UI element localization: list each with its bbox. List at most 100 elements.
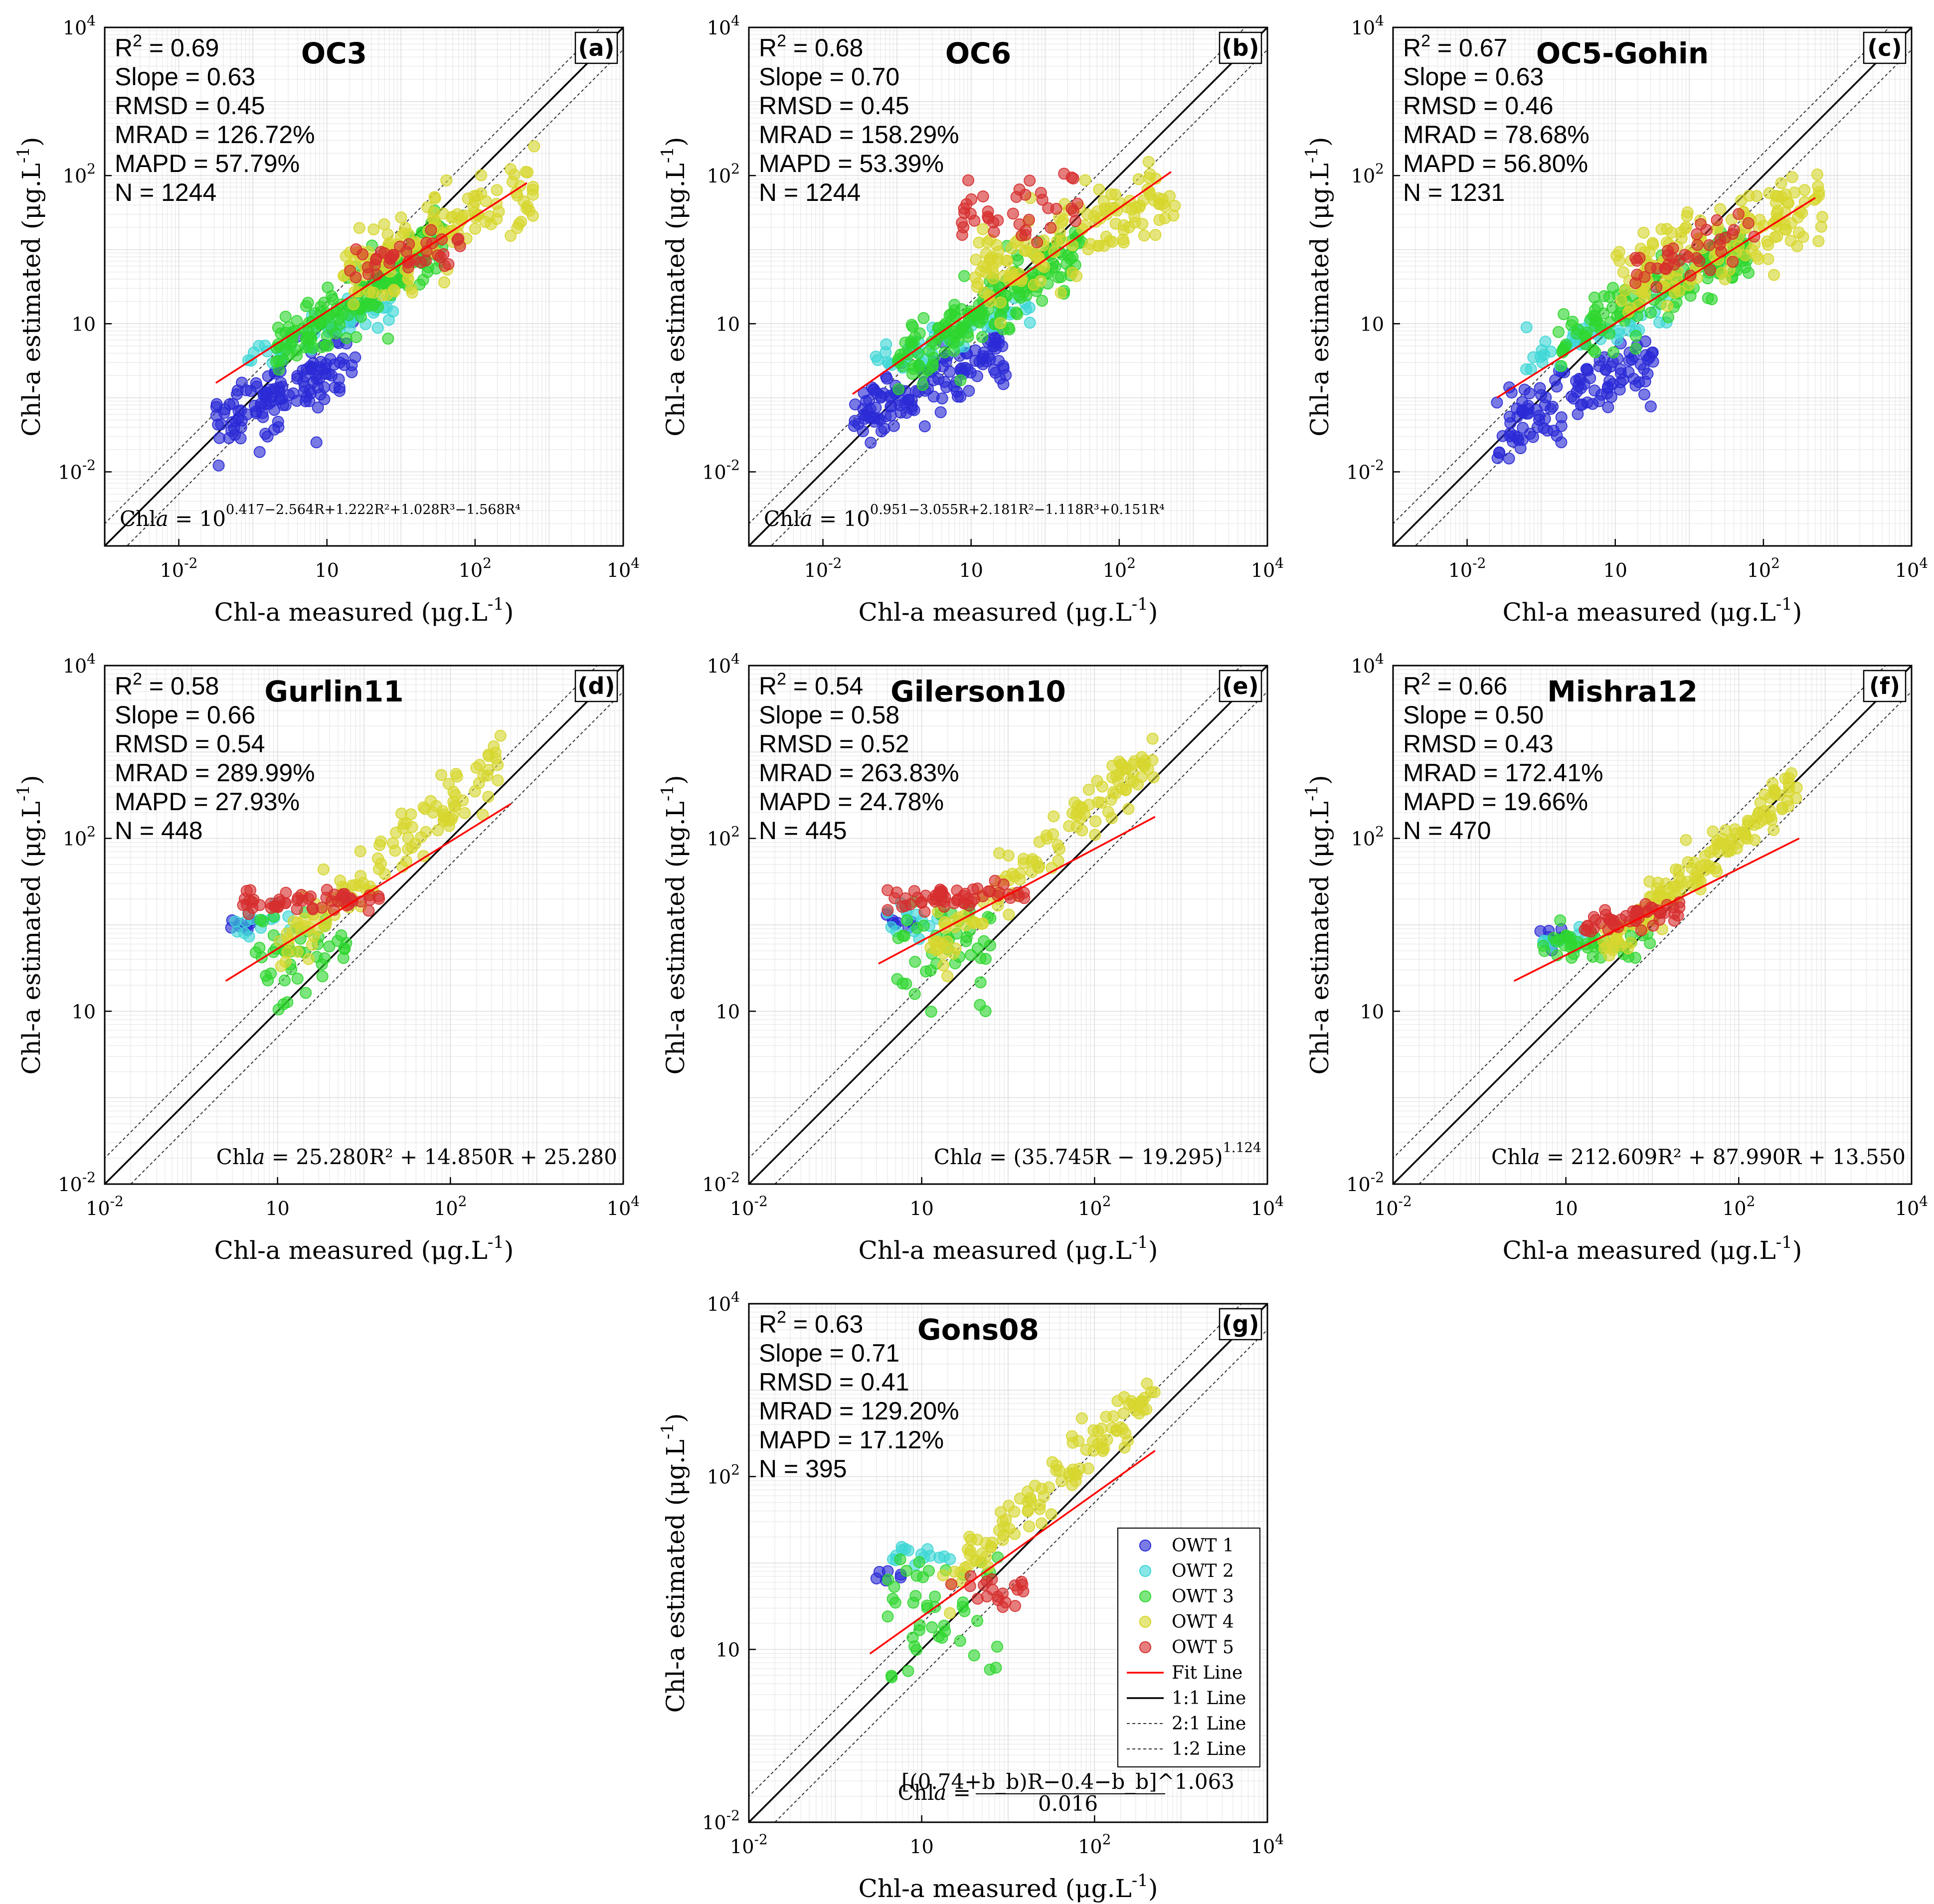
- data-point-owt3: [901, 914, 913, 926]
- data-point-owt1: [954, 390, 967, 403]
- stat-r2-r: R: [1403, 672, 1421, 700]
- data-point-owt4: [459, 807, 471, 819]
- formula-italic: a: [252, 1145, 265, 1169]
- data-point-owt3: [960, 935, 972, 947]
- data-point-owt4: [980, 267, 993, 279]
- fit-line: [852, 171, 1172, 395]
- formula-prefix: Chl: [764, 507, 800, 531]
- data-point-owt1: [213, 432, 226, 444]
- stat-r2-value: = 0.54: [786, 672, 863, 700]
- y-tick-label: 10: [1360, 313, 1384, 335]
- data-point-owt4: [1092, 1425, 1104, 1437]
- data-point-owt3: [917, 368, 929, 380]
- stat-n: N = 1244: [115, 178, 216, 206]
- data-point-owt3: [892, 383, 905, 395]
- data-point-owt4: [378, 868, 391, 880]
- data-point-owt3: [902, 1665, 914, 1677]
- data-point-owt4: [303, 953, 315, 965]
- scatter-points: [210, 140, 540, 472]
- data-point-owt5: [904, 898, 916, 910]
- data-point-owt5: [945, 1578, 957, 1590]
- data-point-owt1: [1605, 391, 1617, 403]
- data-point-owt1: [1644, 400, 1657, 413]
- formula-text: Chla = (35.745R − 19.295)1.124: [934, 1140, 1261, 1169]
- data-point-owt4: [1617, 266, 1629, 279]
- data-point-owt4: [1703, 860, 1716, 872]
- data-point-owt1: [287, 387, 300, 399]
- data-point-owt5: [881, 904, 894, 916]
- data-point-owt5: [1742, 217, 1755, 229]
- data-point-owt4: [1003, 908, 1015, 921]
- x-tick-label: 104: [1251, 1193, 1284, 1219]
- y-tick-label: 102: [63, 824, 96, 850]
- legend-label: 1:1 Line: [1172, 1688, 1246, 1709]
- stat-mrad: MRAD = 158.29%: [759, 121, 959, 149]
- data-point-owt3: [1558, 308, 1570, 321]
- stat-r2-r: R: [1403, 34, 1421, 62]
- panel-d: 10-2 10 102 104 10-2 10 102 104 Chl-a measured (…: [13, 651, 640, 1265]
- data-point-owt2: [895, 1541, 908, 1553]
- fit-line: [869, 1450, 1156, 1655]
- y-axis-label-text: Chl-a estimated (μg.L: [661, 163, 690, 436]
- data-point-owt4: [1147, 771, 1160, 784]
- axes-box: [748, 665, 1268, 1185]
- legend-label: OWT 2: [1172, 1561, 1234, 1581]
- data-point-owt4: [405, 808, 417, 821]
- formula-denominator: 0.016: [1038, 1791, 1098, 1816]
- data-point-owt5: [316, 901, 328, 914]
- legend-item: OWT 4: [1139, 1612, 1234, 1632]
- x-tick-label: 104: [1251, 555, 1284, 581]
- fit-line: [215, 182, 527, 384]
- data-point-owt3: [300, 987, 312, 999]
- data-point-owt5: [425, 224, 437, 236]
- y-tick-label: 10: [72, 313, 96, 335]
- data-point-owt5: [1016, 229, 1028, 242]
- data-point-owt3: [305, 331, 317, 343]
- scatter-points: [880, 732, 1160, 1018]
- data-point-owt4: [965, 1534, 977, 1546]
- legend-item: 1:1 Line: [1127, 1688, 1246, 1709]
- y-tick-label: 10-2: [1346, 1169, 1384, 1196]
- data-point-owt4: [1092, 796, 1104, 809]
- x-axis-label-unit-exp: -1: [1776, 594, 1792, 614]
- stat-mrad: MRAD = 172.41%: [1403, 759, 1603, 787]
- data-point-owt5: [915, 896, 928, 909]
- y-axis-label-unit-exp: -1: [658, 147, 678, 163]
- data-point-owt1: [1580, 363, 1592, 375]
- data-point-owt3: [944, 334, 956, 346]
- data-point-owt4: [1132, 173, 1145, 185]
- data-point-owt1: [963, 385, 975, 397]
- data-point-owt1: [1540, 391, 1552, 404]
- data-point-owt4: [474, 759, 486, 771]
- data-point-owt4: [970, 253, 982, 266]
- data-point-owt3: [979, 953, 992, 965]
- data-point-owt5: [1714, 238, 1726, 251]
- data-point-owt5: [881, 884, 894, 896]
- stat-n: N = 1244: [759, 178, 861, 206]
- y-tick-label: 10: [716, 1639, 740, 1661]
- data-point-owt4: [1076, 824, 1088, 837]
- data-point-owt3: [1586, 951, 1599, 963]
- x-tick-label: 102: [459, 555, 492, 581]
- stat-mapd: MAPD = 53.39%: [759, 150, 944, 177]
- x-axis-label-text: Chl-a measured (μg.L: [1503, 598, 1776, 627]
- x-tick-label: 10-2: [804, 555, 842, 581]
- legend-label: 1:2 Line: [1172, 1739, 1246, 1759]
- y-tick-label: 104: [1351, 651, 1384, 677]
- y-tick-label: 102: [63, 161, 96, 187]
- stat-mrad: MRAD = 263.83%: [759, 759, 959, 787]
- data-point-owt4: [1707, 825, 1719, 838]
- legend-item: OWT 2: [1139, 1561, 1234, 1581]
- x-tick-label: 10: [1603, 559, 1627, 581]
- data-point-owt5: [394, 240, 406, 253]
- data-point-owt4: [986, 251, 998, 263]
- stat-r2-r: R: [759, 1310, 777, 1338]
- data-point-owt3: [300, 300, 312, 312]
- x-axis-label-unit-exp: -1: [1132, 1232, 1148, 1252]
- data-point-owt4: [1779, 188, 1792, 200]
- panel-b: 10-2 10 102 104 10-2 10 102 104 Chl-a measured (…: [658, 12, 1284, 627]
- data-point-owt1: [212, 459, 225, 472]
- data-point-owt4: [429, 192, 441, 204]
- x-tick-exponent: -2: [828, 555, 842, 571]
- data-point-owt3: [1588, 291, 1601, 304]
